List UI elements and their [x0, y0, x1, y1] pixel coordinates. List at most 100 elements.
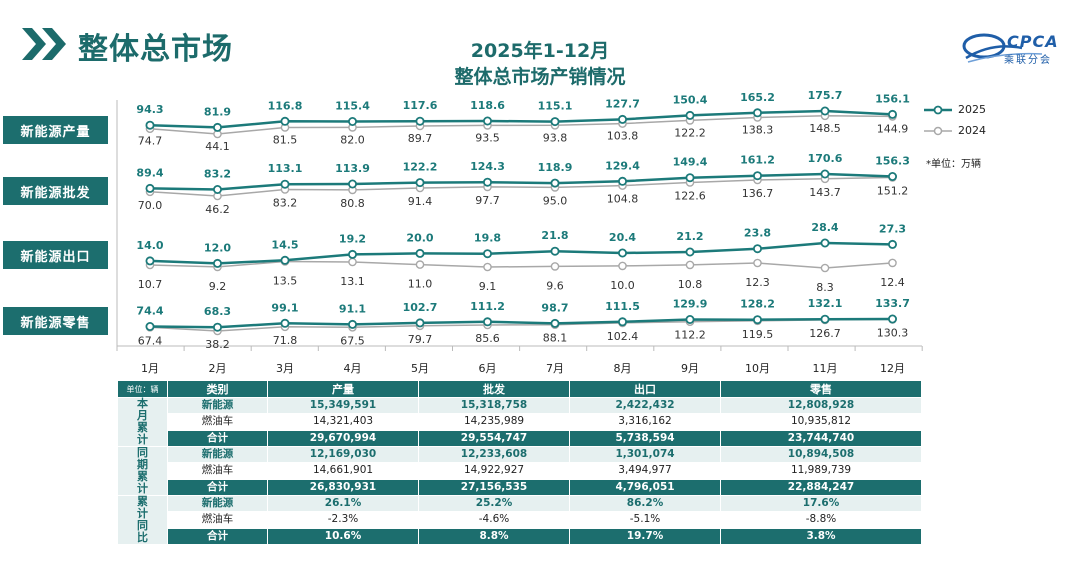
data-label-2025: 156.3 [875, 155, 910, 168]
data-point-2025 [145, 120, 155, 130]
group-label-char: 计 [137, 433, 148, 446]
group-label-char: 期 [137, 458, 148, 471]
table-cell: 14,661,901 [267, 462, 419, 480]
data-label-2024: 93.8 [543, 131, 568, 144]
table-cell: 29,670,994 [267, 429, 419, 448]
table-row: 合计 26,830,931 27,156,535 4,796,051 22,884,24… [118, 478, 922, 497]
table-cell: 8.8% [418, 527, 570, 546]
double-chevron-icon [22, 28, 66, 60]
data-point-2024 [483, 262, 492, 272]
data-label-2024: 80.8 [340, 197, 365, 210]
x-tick-label: 12月 [880, 362, 905, 375]
data-label-2024: 97.7 [475, 194, 500, 207]
table-cell: 12,808,928 [720, 396, 922, 415]
table-row: 累计同比新能源 26.1% 25.2% 86.2% 17.6% [117, 494, 922, 545]
group-label-char: 同 [137, 446, 148, 459]
data-label-2024: 83.2 [273, 197, 298, 210]
data-point-2025 [212, 122, 222, 132]
legend-item-2025: 2025 [924, 103, 986, 116]
data-label-2024: 93.5 [475, 131, 500, 144]
table-row: 合计 29,670,994 29,554,747 5,738,594 23,744,74… [118, 429, 922, 448]
data-label-2025: 175.7 [808, 89, 843, 102]
data-label-2024: 10.8 [678, 278, 703, 291]
table-cell-category: 燃油车 [167, 462, 268, 480]
table-cell: 1,301,074 [569, 445, 721, 464]
legend-swatch-2024-icon [924, 126, 952, 135]
data-point-2025 [820, 169, 830, 179]
data-point-2025 [212, 258, 222, 268]
data-label-2025: 23.8 [744, 227, 771, 240]
data-label-2024: 71.8 [273, 334, 298, 347]
data-label-2024: 44.1 [205, 140, 230, 153]
series-line-2024 [149, 260, 893, 269]
data-point-2024 [685, 260, 695, 270]
table-cell: 12,169,030 [267, 445, 419, 464]
x-tick-label: 1月 [141, 362, 159, 375]
data-label-2025: 118.9 [538, 161, 573, 174]
data-label-2025: 94.3 [136, 103, 163, 116]
header-production: 产量 [267, 380, 419, 398]
data-point-2025 [347, 179, 357, 189]
data-label-2024: 102.4 [607, 330, 639, 343]
data-label-2025: 124.3 [470, 160, 505, 173]
data-label-2025: 129.4 [605, 159, 640, 172]
table-row: 同期累计新能源 12,169,030 12,233,608 1,301,074 10,8… [117, 445, 922, 496]
data-label-2025: 117.6 [403, 99, 438, 112]
data-label-2025: 149.4 [673, 156, 708, 169]
x-tick-label: 4月 [344, 362, 362, 375]
data-label-2025: 116.8 [268, 99, 303, 112]
data-label-2024: 85.6 [475, 332, 500, 345]
data-label-2025: 150.4 [673, 93, 708, 106]
series-line-2025 [149, 317, 893, 329]
table-cell: 23,744,740 [720, 429, 922, 448]
data-label-2025: 27.3 [879, 222, 906, 235]
data-label-2024: 119.5 [742, 328, 774, 341]
data-label-2025: 14.0 [136, 239, 163, 252]
series-line-2024 [149, 176, 893, 197]
table-group-label: 同期累计 [117, 446, 168, 496]
data-point-2025 [820, 238, 830, 248]
data-point-2025 [753, 315, 763, 325]
data-label-2024: 89.7 [408, 132, 433, 145]
data-label-2025: 21.2 [676, 230, 703, 243]
data-point-2025 [888, 109, 898, 119]
table-row: 燃油车 14,661,901 14,922,927 3,494,977 11,989,7… [118, 462, 922, 480]
data-label-2024: 143.7 [809, 186, 841, 199]
data-point-2024 [550, 262, 560, 271]
header-retail: 零售 [720, 380, 922, 398]
data-point-2025 [415, 178, 425, 188]
data-label-2025: 19.8 [474, 232, 501, 245]
header-export: 出口 [569, 380, 721, 398]
data-point-2025 [482, 177, 492, 187]
table-cell: 15,318,758 [418, 396, 570, 415]
table-cell-category: 燃油车 [167, 511, 268, 529]
data-point-2025 [753, 171, 763, 181]
table-cell: 86.2% [569, 494, 721, 513]
data-point-2025 [618, 317, 628, 327]
table-unit: 单位：辆 [117, 380, 168, 398]
data-point-2025 [482, 249, 492, 259]
x-tick-label: 6月 [479, 362, 497, 375]
data-label-2024: 12.4 [880, 276, 905, 289]
data-label-2025: 102.7 [403, 301, 438, 314]
data-point-2025 [888, 171, 898, 181]
data-label-2025: 129.9 [673, 298, 708, 311]
data-label-2024: 122.6 [674, 190, 706, 203]
data-label-2024: 81.5 [273, 134, 298, 147]
data-point-2025 [145, 256, 155, 266]
group-label-char: 同 [137, 519, 148, 532]
unit-note: *单位：万辆 [926, 159, 981, 170]
data-label-2024: 126.7 [809, 327, 841, 340]
x-tick-label: 7月 [546, 362, 564, 375]
data-label-2025: 98.7 [541, 301, 568, 314]
table-cell: -8.8% [720, 511, 922, 529]
group-label-char: 比 [137, 531, 148, 544]
data-label-2024: 112.2 [674, 329, 706, 342]
data-point-2025 [415, 248, 425, 258]
data-point-2025 [347, 249, 357, 259]
data-point-2025 [618, 176, 628, 186]
data-point-2025 [618, 248, 628, 258]
group-label-char: 本 [137, 397, 148, 410]
table-cell: 15,349,591 [267, 396, 419, 415]
table-cell: 25.2% [418, 494, 570, 513]
